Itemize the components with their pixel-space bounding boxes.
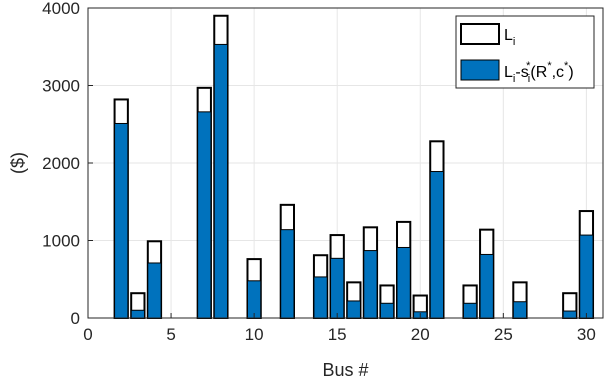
y-tick-label: 1000 — [42, 232, 80, 251]
x-axis-label: Bus # — [322, 360, 368, 380]
bar-li-minus-si — [147, 262, 162, 319]
y-tick-label: 3000 — [42, 77, 80, 96]
bar-li-minus-si — [330, 257, 345, 319]
bar-li-minus-si — [379, 302, 395, 319]
bar-li-minus-si — [313, 276, 328, 319]
legend-label-li-minus-si: Li-si*(R*,c*) — [504, 60, 574, 85]
x-tick-label: 25 — [494, 325, 513, 344]
bar-li-minus-si — [213, 43, 229, 319]
y-tick-label: 4000 — [42, 0, 80, 18]
bar-li-minus-si — [396, 246, 411, 319]
bar-li-minus-si — [363, 250, 378, 319]
bar-li-minus-si — [114, 122, 129, 319]
y-tick-label: 0 — [71, 309, 80, 328]
bar-li-minus-si — [246, 280, 262, 319]
bar-li-minus-si — [280, 229, 295, 319]
x-tick-label: 15 — [328, 325, 347, 344]
legend-swatch-fill — [460, 59, 500, 81]
bar-li-minus-si — [462, 302, 478, 319]
bar-li-minus-si — [429, 171, 445, 319]
x-tick-label: 0 — [83, 325, 92, 344]
x-tick-label: 10 — [245, 325, 264, 344]
bar-li-minus-si — [562, 310, 577, 319]
bar-li-minus-si — [197, 111, 212, 319]
legend-label-li: Li — [504, 27, 515, 48]
x-tick-label: 5 — [166, 325, 175, 344]
legend: Li Li-si*(R*,c*) — [455, 15, 595, 89]
bar-li-minus-si — [346, 300, 361, 319]
bar-li-minus-si — [479, 253, 494, 319]
bar-li-minus-si — [512, 301, 528, 319]
x-tick-label: 30 — [577, 325, 596, 344]
y-axis-label: ($) — [8, 152, 28, 174]
bar-li-minus-si — [130, 309, 145, 319]
axis-ticks: 0 5 10 15 20 25 30 0 1000 2000 3000 4000 — [42, 0, 596, 344]
y-tick-label: 2000 — [42, 154, 80, 173]
legend-swatch-outline — [460, 23, 500, 45]
bar-li-minus-si — [579, 234, 594, 319]
x-tick-label: 20 — [411, 325, 430, 344]
